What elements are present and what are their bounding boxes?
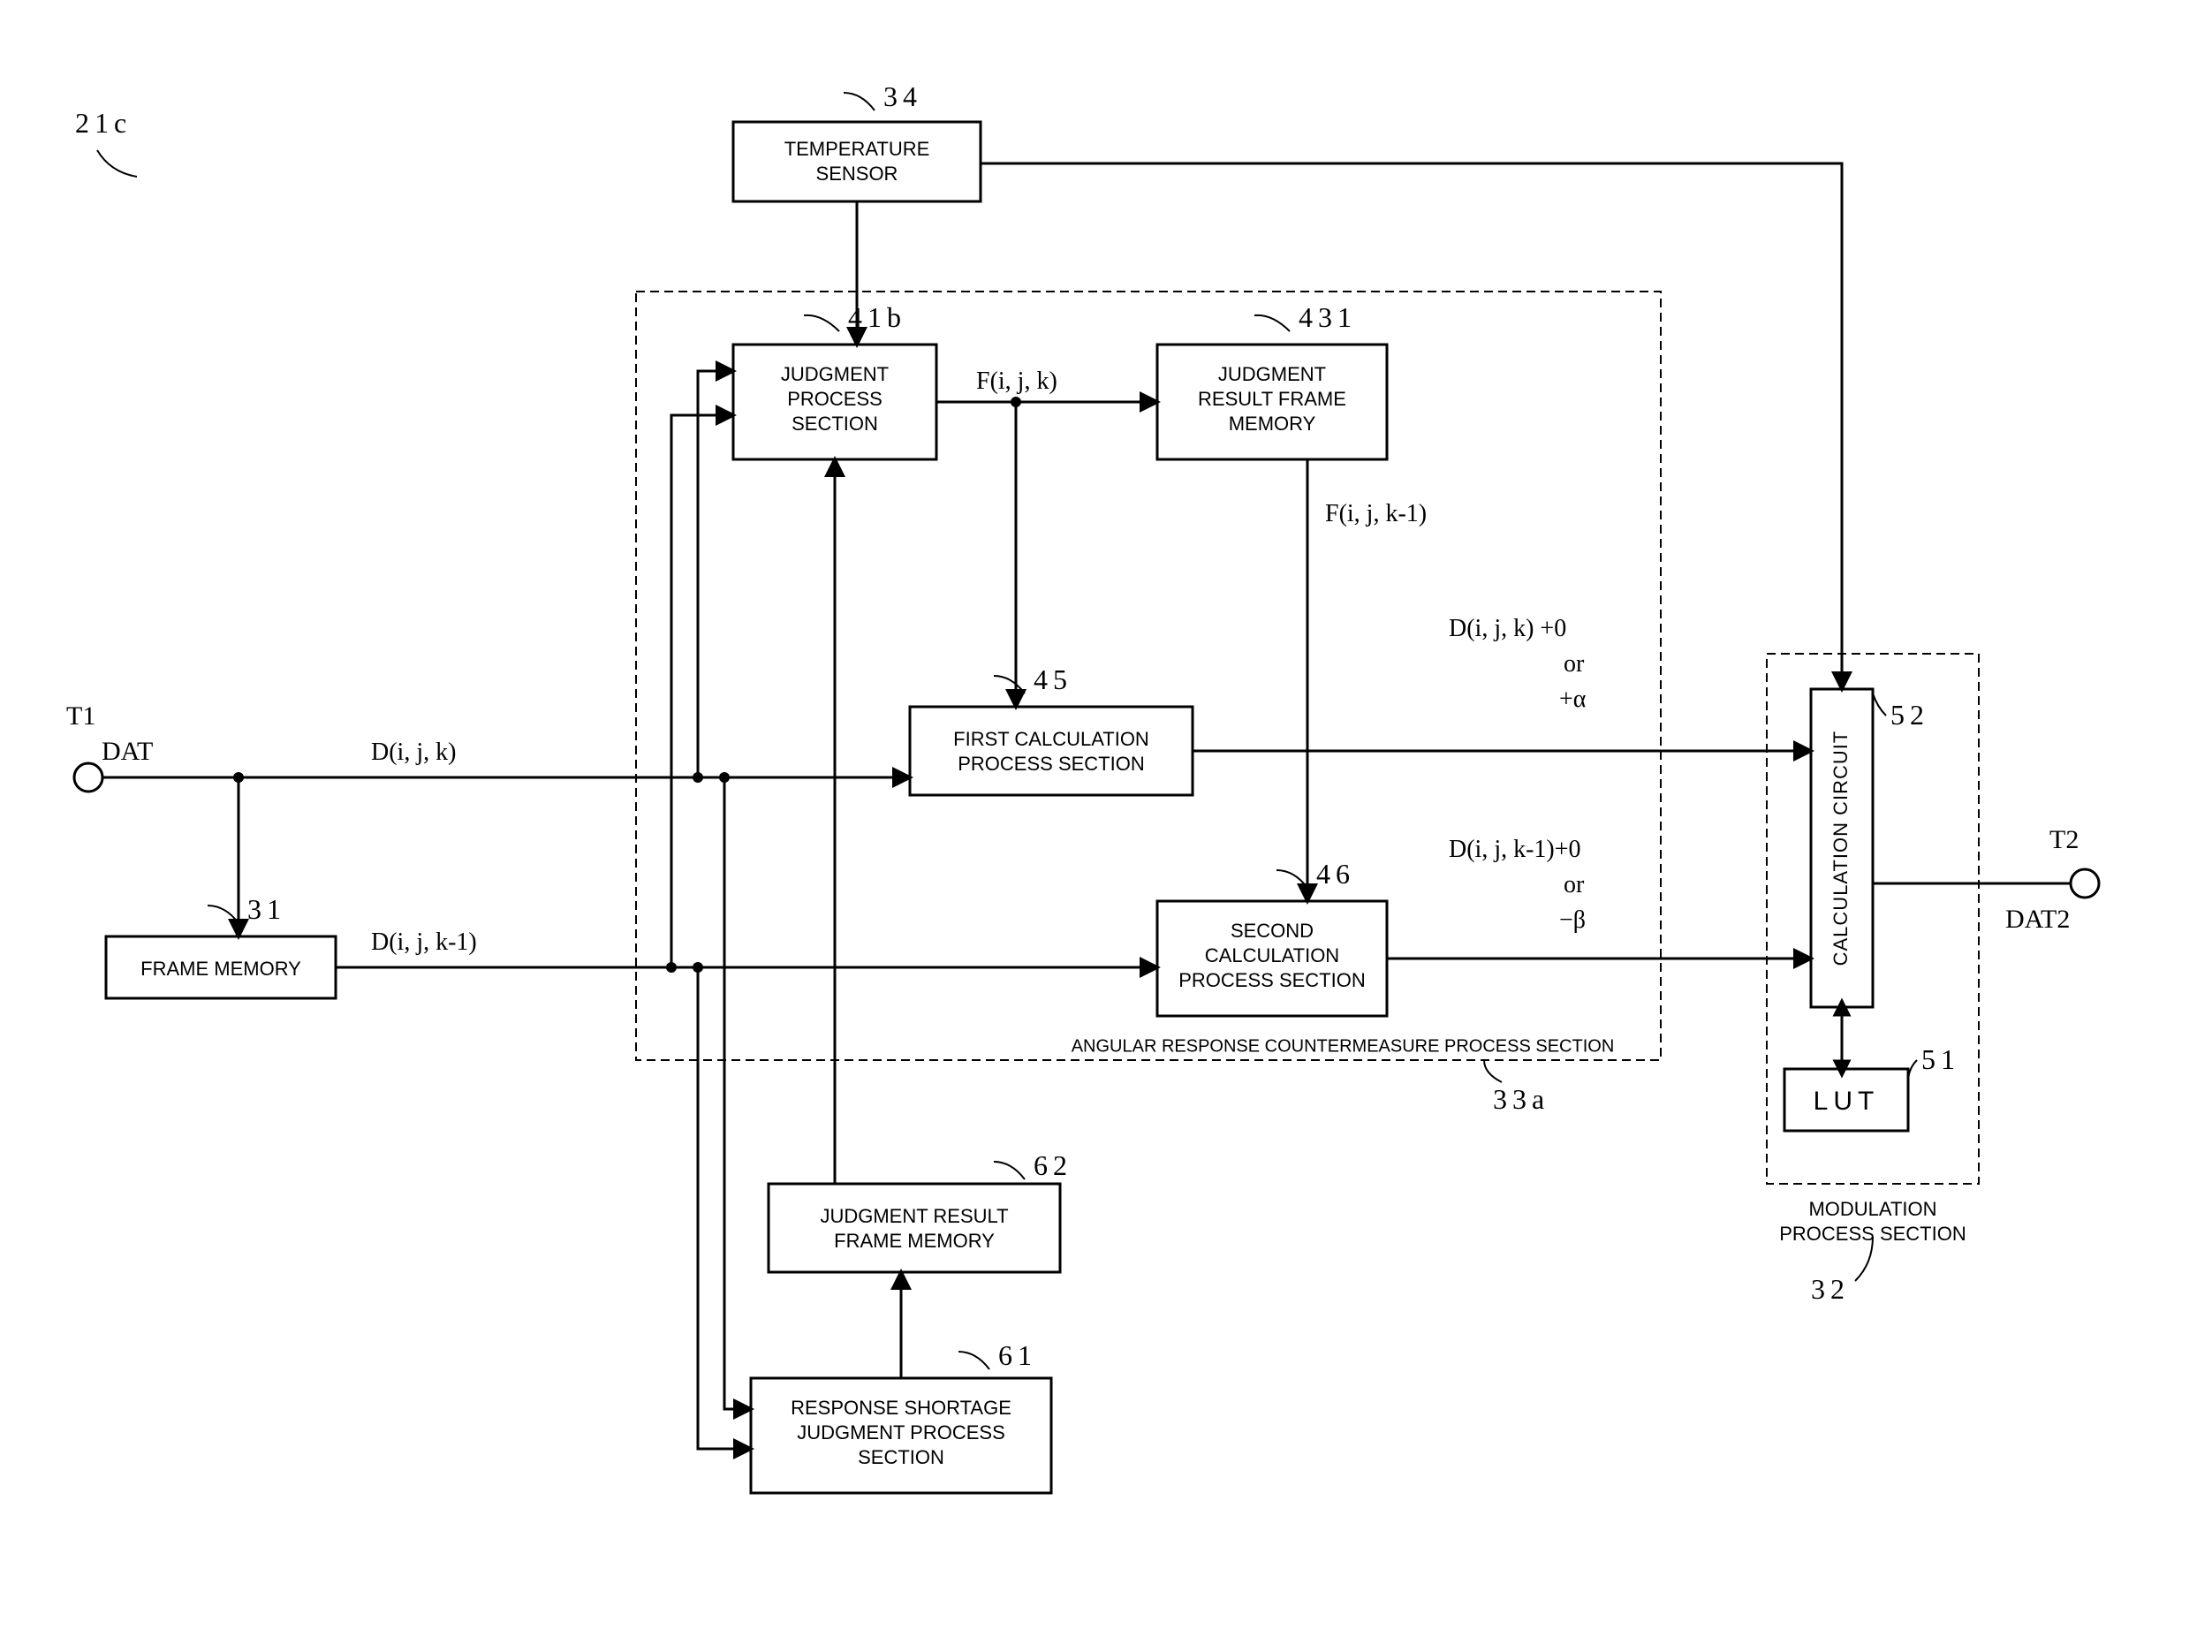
block-jr-frame-mem-label-1: JUDGMENT	[1218, 363, 1326, 385]
sig-out2a: D(i, j, k-1)+0	[1449, 836, 1581, 863]
wire-dk-to-judgment-top	[698, 371, 733, 777]
terminal-t1-label: T1	[66, 701, 95, 731]
terminal-t2-label: T2	[2049, 825, 2079, 854]
block-jr-frame-mem2	[769, 1184, 1060, 1272]
block-resp-short-label-3: SECTION	[858, 1446, 944, 1468]
block-calc-circuit-id: 52	[1890, 699, 1929, 731]
terminal-t1	[74, 763, 102, 792]
resp-short-id-tail	[958, 1352, 989, 1369]
sig-out1c: +α	[1559, 686, 1587, 713]
angular-region-label: ANGULAR RESPONSE COUNTERMEASURE PROCESS …	[1072, 1036, 1615, 1056]
modulation-region-label-1: MODULATION	[1808, 1198, 1936, 1220]
diagram-canvas: 21c ANGULAR RESPONSE COUNTERMEASURE PROC…	[0, 0, 2212, 1652]
block-judgment-label-3: SECTION	[792, 413, 878, 435]
block-judgment-label-1: JUDGMENT	[781, 363, 889, 385]
jr-frame-mem2-id-tail	[994, 1162, 1025, 1179]
block-jr-frame-mem2-id: 62	[1034, 1149, 1072, 1181]
temp-sensor-id-tail	[844, 93, 875, 110]
frame-memory-id-tail	[208, 906, 239, 923]
block-jr-frame-mem-id: 431	[1299, 301, 1357, 333]
block-second-calc-label-3: PROCESS SECTION	[1178, 969, 1365, 991]
block-resp-short-id: 61	[998, 1339, 1037, 1371]
calc-circuit-id-tail	[1873, 693, 1886, 716]
block-judgment-label-2: PROCESS	[787, 388, 883, 410]
block-temp-sensor-label-2: SENSOR	[816, 163, 898, 185]
wire-dk-to-respshort	[724, 777, 751, 1409]
angular-region-id-tail	[1484, 1060, 1502, 1082]
terminal-t2-sublabel: DAT2	[2005, 905, 2070, 934]
sig-out1b: or	[1564, 650, 1585, 678]
angular-region-id: 33a	[1493, 1083, 1549, 1115]
sig-f-k1: F(i, j, k-1)	[1325, 500, 1427, 527]
second-calc-id-tail	[1276, 870, 1307, 888]
terminal-t2	[2071, 869, 2099, 898]
first-calc-id-tail	[994, 676, 1025, 693]
block-second-calc-label-2: CALCULATION	[1205, 944, 1339, 966]
block-second-calc-label-1: SECOND	[1231, 920, 1314, 942]
block-frame-memory-label: FRAME MEMORY	[140, 958, 301, 980]
block-second-calc-id: 46	[1316, 858, 1355, 890]
block-jr-frame-mem-label-2: RESULT FRAME	[1198, 388, 1346, 410]
block-first-calc-id: 45	[1034, 663, 1072, 695]
block-first-calc	[910, 707, 1193, 795]
sig-out1a: D(i, j, k) +0	[1449, 615, 1566, 642]
block-temp-sensor-id: 34	[883, 80, 922, 112]
block-jr-frame-mem2-label-1: JUDGMENT RESULT	[820, 1205, 1008, 1227]
block-frame-memory-id: 31	[247, 893, 286, 925]
sig-d-k1: D(i, j, k-1)	[371, 928, 477, 956]
figure-ref: 21c	[75, 107, 132, 139]
block-resp-short-label-2: JUDGMENT PROCESS	[797, 1421, 1005, 1444]
block-resp-short-label-1: RESPONSE SHORTAGE	[791, 1397, 1011, 1419]
figure-ref-tail	[97, 150, 137, 177]
block-lut-id: 51	[1921, 1043, 1960, 1075]
block-jr-frame-mem2-label-2: FRAME MEMORY	[834, 1230, 995, 1252]
block-calc-circuit-label: CALCULATION CIRCUIT	[1829, 731, 1852, 966]
block-temp-sensor-label-1: TEMPERATURE	[784, 138, 930, 160]
sig-f-k: F(i, j, k)	[976, 368, 1057, 395]
block-first-calc-label-2: PROCESS SECTION	[958, 753, 1144, 775]
judgment-id-tail	[804, 315, 839, 331]
wire-temp-to-calccircuit	[981, 163, 1842, 689]
block-lut-label: LUT	[1814, 1087, 1880, 1116]
block-jr-frame-mem-label-3: MEMORY	[1229, 413, 1316, 435]
sig-out2c: −β	[1559, 906, 1586, 934]
jr-frame-mem-id-tail	[1254, 315, 1290, 331]
modulation-region-id: 32	[1811, 1273, 1850, 1305]
terminal-t1-sublabel: DAT	[102, 737, 153, 766]
sig-out2b: or	[1564, 871, 1585, 898]
sig-d-k: D(i, j, k)	[371, 739, 456, 766]
block-first-calc-label-1: FIRST CALCULATION	[953, 728, 1149, 750]
